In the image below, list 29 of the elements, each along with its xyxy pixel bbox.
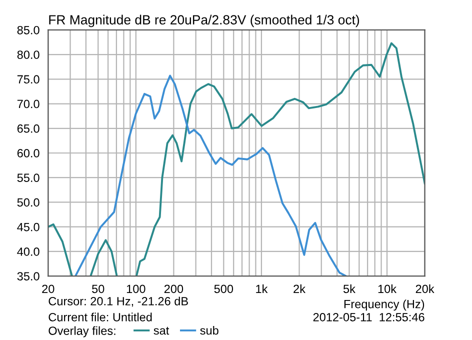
y-tick-label: 35.0: [17, 272, 40, 280]
x-tick-label: 200: [164, 284, 184, 294]
text: 2012-05-11 12:55:46: [313, 312, 424, 322]
y-tick-label: 55.0: [17, 174, 40, 182]
x-axis-title: Frequency (Hz): [344, 300, 424, 311]
x-tick-label: 1k: [256, 284, 268, 293]
y-tick-label: 45.0: [17, 222, 40, 232]
y-tick-label: 80.0: [17, 50, 40, 59]
y-tick-label: 85.0: [17, 26, 40, 34]
y-tick-label: 40.0: [17, 248, 40, 256]
x-tick-label: 20k: [416, 284, 434, 294]
text: Cursor: 20.1 Hz, -21.26 dB: [48, 296, 188, 307]
chart-title: FR Magnitude dB re 20uPa/2.83V (smoothed 1/3 oct): [49, 14, 360, 28]
x-tick-label: 100: [126, 284, 146, 294]
text: Overlay files:: [48, 326, 116, 338]
x-tick-label: 500: [214, 284, 234, 294]
x-tick-label: 50: [92, 284, 104, 294]
y-tick-label: 50.0: [17, 198, 40, 207]
text: Current file: Untitled: [48, 312, 152, 322]
x-tick-label: 20: [42, 284, 54, 294]
x-tick-label: 5k: [343, 284, 356, 294]
y-tick-label: 70.0: [17, 100, 40, 108]
x-tick-label: 2k: [294, 284, 306, 293]
legend-label: sub: [200, 326, 218, 335]
y-tick-label: 75.0: [17, 75, 40, 84]
y-tick-label: 65.0: [17, 124, 40, 133]
legend-label: sat: [154, 326, 170, 335]
y-tick-label: 60.0: [17, 149, 40, 158]
x-tick-label: 10k: [378, 284, 397, 294]
